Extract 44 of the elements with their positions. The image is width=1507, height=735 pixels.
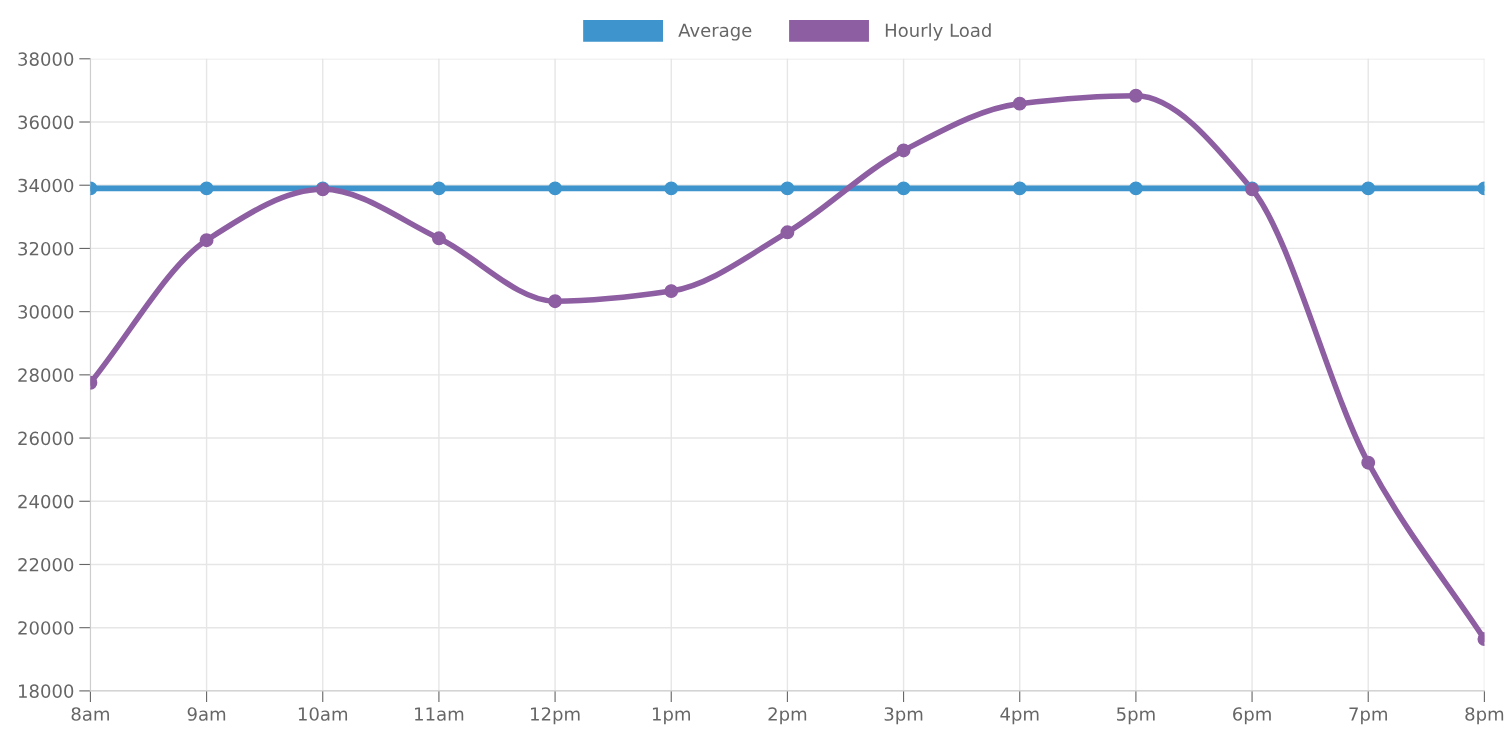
x-tick-label: 10am bbox=[298, 707, 348, 721]
x-tick-label: 5pm bbox=[1117, 707, 1155, 725]
y-tick-label: 24000 bbox=[18, 494, 74, 509]
x-tick-label: 11am bbox=[415, 707, 464, 721]
legend-label: Hourly Load bbox=[885, 23, 991, 41]
point bbox=[1128, 181, 1143, 196]
y-tick-label: 20000 bbox=[18, 621, 74, 635]
point bbox=[1012, 181, 1027, 196]
x-tick-label: 8pm bbox=[1465, 707, 1504, 725]
y-tick-label: 28000 bbox=[18, 368, 74, 382]
point bbox=[780, 225, 795, 240]
x-tick-label: 2pm bbox=[768, 707, 807, 725]
y-tick-label: 22000 bbox=[18, 557, 74, 572]
point bbox=[896, 143, 911, 158]
point bbox=[1361, 181, 1376, 196]
point bbox=[548, 181, 563, 196]
point bbox=[1012, 96, 1027, 111]
y-tick-label: 18000 bbox=[18, 684, 74, 699]
x-tick-label: 1pm bbox=[652, 707, 690, 725]
y-tick-label: 30000 bbox=[18, 305, 74, 319]
x-tick-label: 9am bbox=[187, 707, 226, 721]
point bbox=[548, 294, 563, 309]
y-tick-label: 32000 bbox=[18, 241, 74, 256]
point bbox=[431, 231, 446, 246]
x-tick-label: 6pm bbox=[1233, 707, 1271, 725]
x-tick-label: 4pm bbox=[1000, 707, 1039, 725]
point bbox=[1361, 455, 1376, 470]
point bbox=[199, 233, 214, 248]
point bbox=[780, 181, 795, 196]
point bbox=[431, 181, 446, 196]
y-tick-label: 26000 bbox=[18, 431, 74, 446]
legend-label: Average bbox=[678, 23, 752, 41]
y-tick-label: 38000 bbox=[18, 52, 74, 66]
point bbox=[664, 284, 679, 299]
point bbox=[1128, 88, 1143, 103]
y-tick-label: 34000 bbox=[18, 178, 74, 193]
point bbox=[664, 181, 679, 196]
point bbox=[896, 181, 911, 196]
x-tick-label: 12pm bbox=[531, 707, 580, 725]
y-tick-label: 36000 bbox=[18, 115, 74, 130]
x-tick-label: 8am bbox=[71, 707, 109, 721]
x-tick-label: 7pm bbox=[1349, 707, 1387, 725]
x-tick-label: 3pm bbox=[884, 707, 923, 725]
point bbox=[199, 181, 214, 196]
